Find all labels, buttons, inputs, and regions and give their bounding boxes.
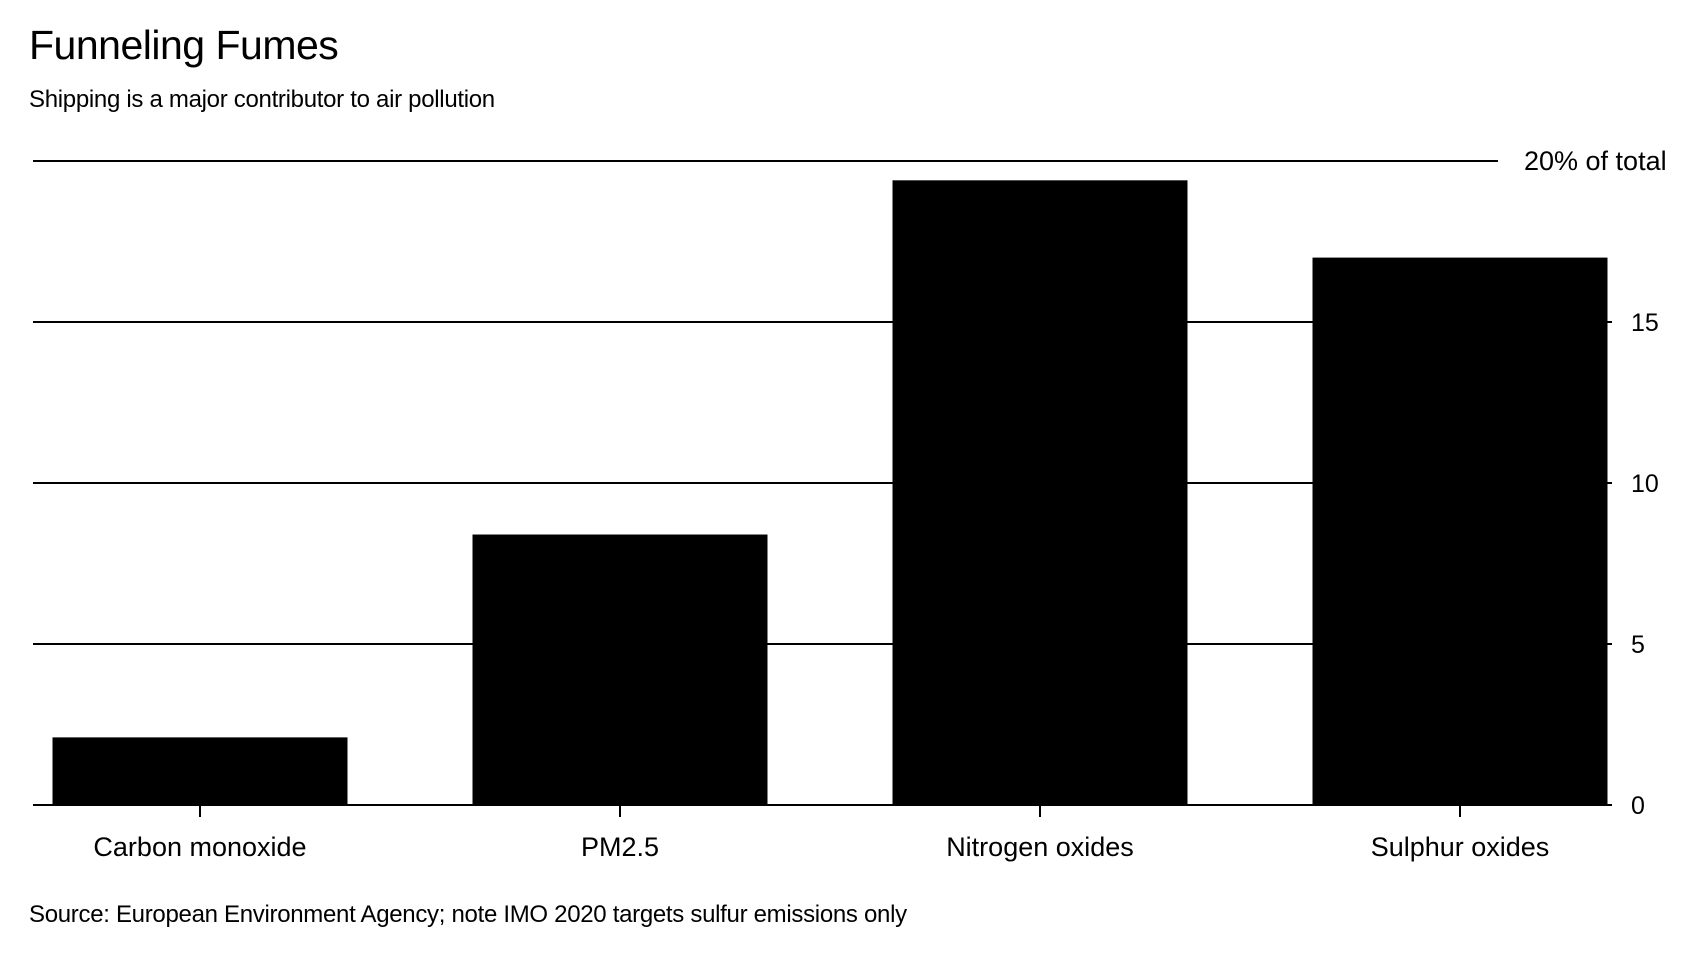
y-axis-labels: 0 5 10 15 20% of total: [1524, 146, 1667, 820]
y-tick-label: 5: [1631, 631, 1645, 659]
x-tick-label: PM2.5: [581, 832, 659, 862]
x-axis-labels: Carbon monoxide PM2.5 Nitrogen oxides Sulph…: [93, 832, 1549, 862]
y-tick-label: 0: [1631, 792, 1645, 820]
bars: [52, 180, 1608, 806]
bar-pm2-5: [472, 534, 768, 805]
chart-subtitle: Shipping is a major contributor to air p…: [29, 86, 495, 113]
y-tick-label: 20% of total: [1524, 146, 1667, 176]
bar-carbon-monoxide: [52, 737, 348, 805]
bar-sulphur-oxides: [1312, 257, 1608, 806]
bar-nitrogen-oxides: [892, 180, 1188, 805]
x-tick-label: Sulphur oxides: [1371, 832, 1550, 862]
chart-title: Funneling Fumes: [29, 22, 339, 68]
x-tick-label: Carbon monoxide: [93, 832, 306, 862]
y-tick-label: 10: [1631, 470, 1659, 498]
x-axis: [33, 804, 1612, 817]
y-tick-label: 15: [1631, 309, 1659, 337]
chart-source-note: Source: European Environment Agency; not…: [29, 901, 907, 928]
x-tick-label: Nitrogen oxides: [946, 832, 1134, 862]
